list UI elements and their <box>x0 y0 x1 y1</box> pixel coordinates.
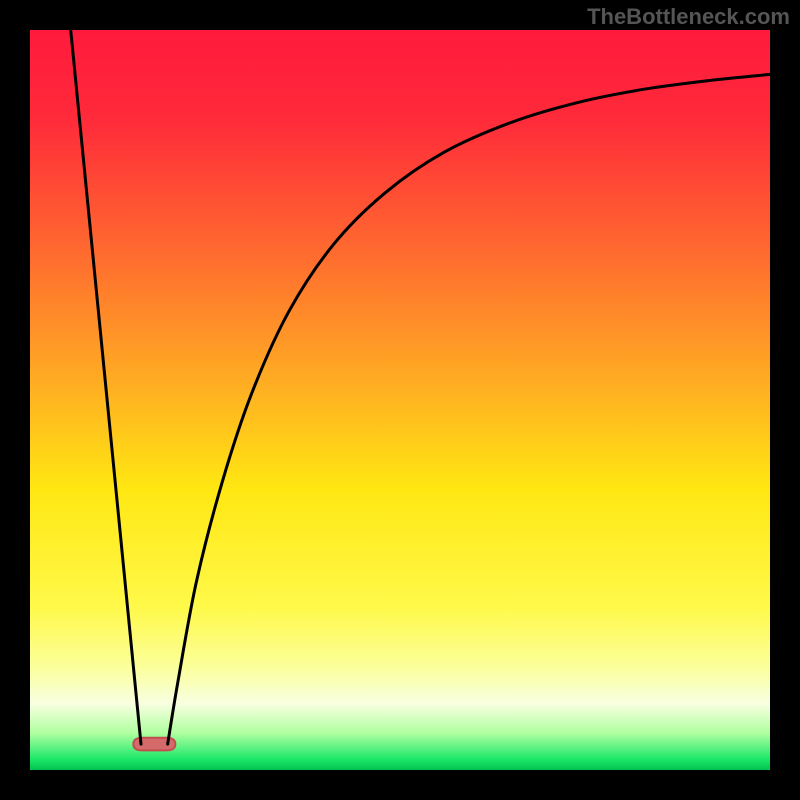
plot-area <box>30 30 770 770</box>
chart-container: TheBottleneck.com <box>0 0 800 800</box>
watermark-text: TheBottleneck.com <box>587 4 790 30</box>
curve-left-branch <box>71 30 141 744</box>
curve-right-branch <box>168 74 770 744</box>
bottleneck-curve <box>30 30 770 770</box>
